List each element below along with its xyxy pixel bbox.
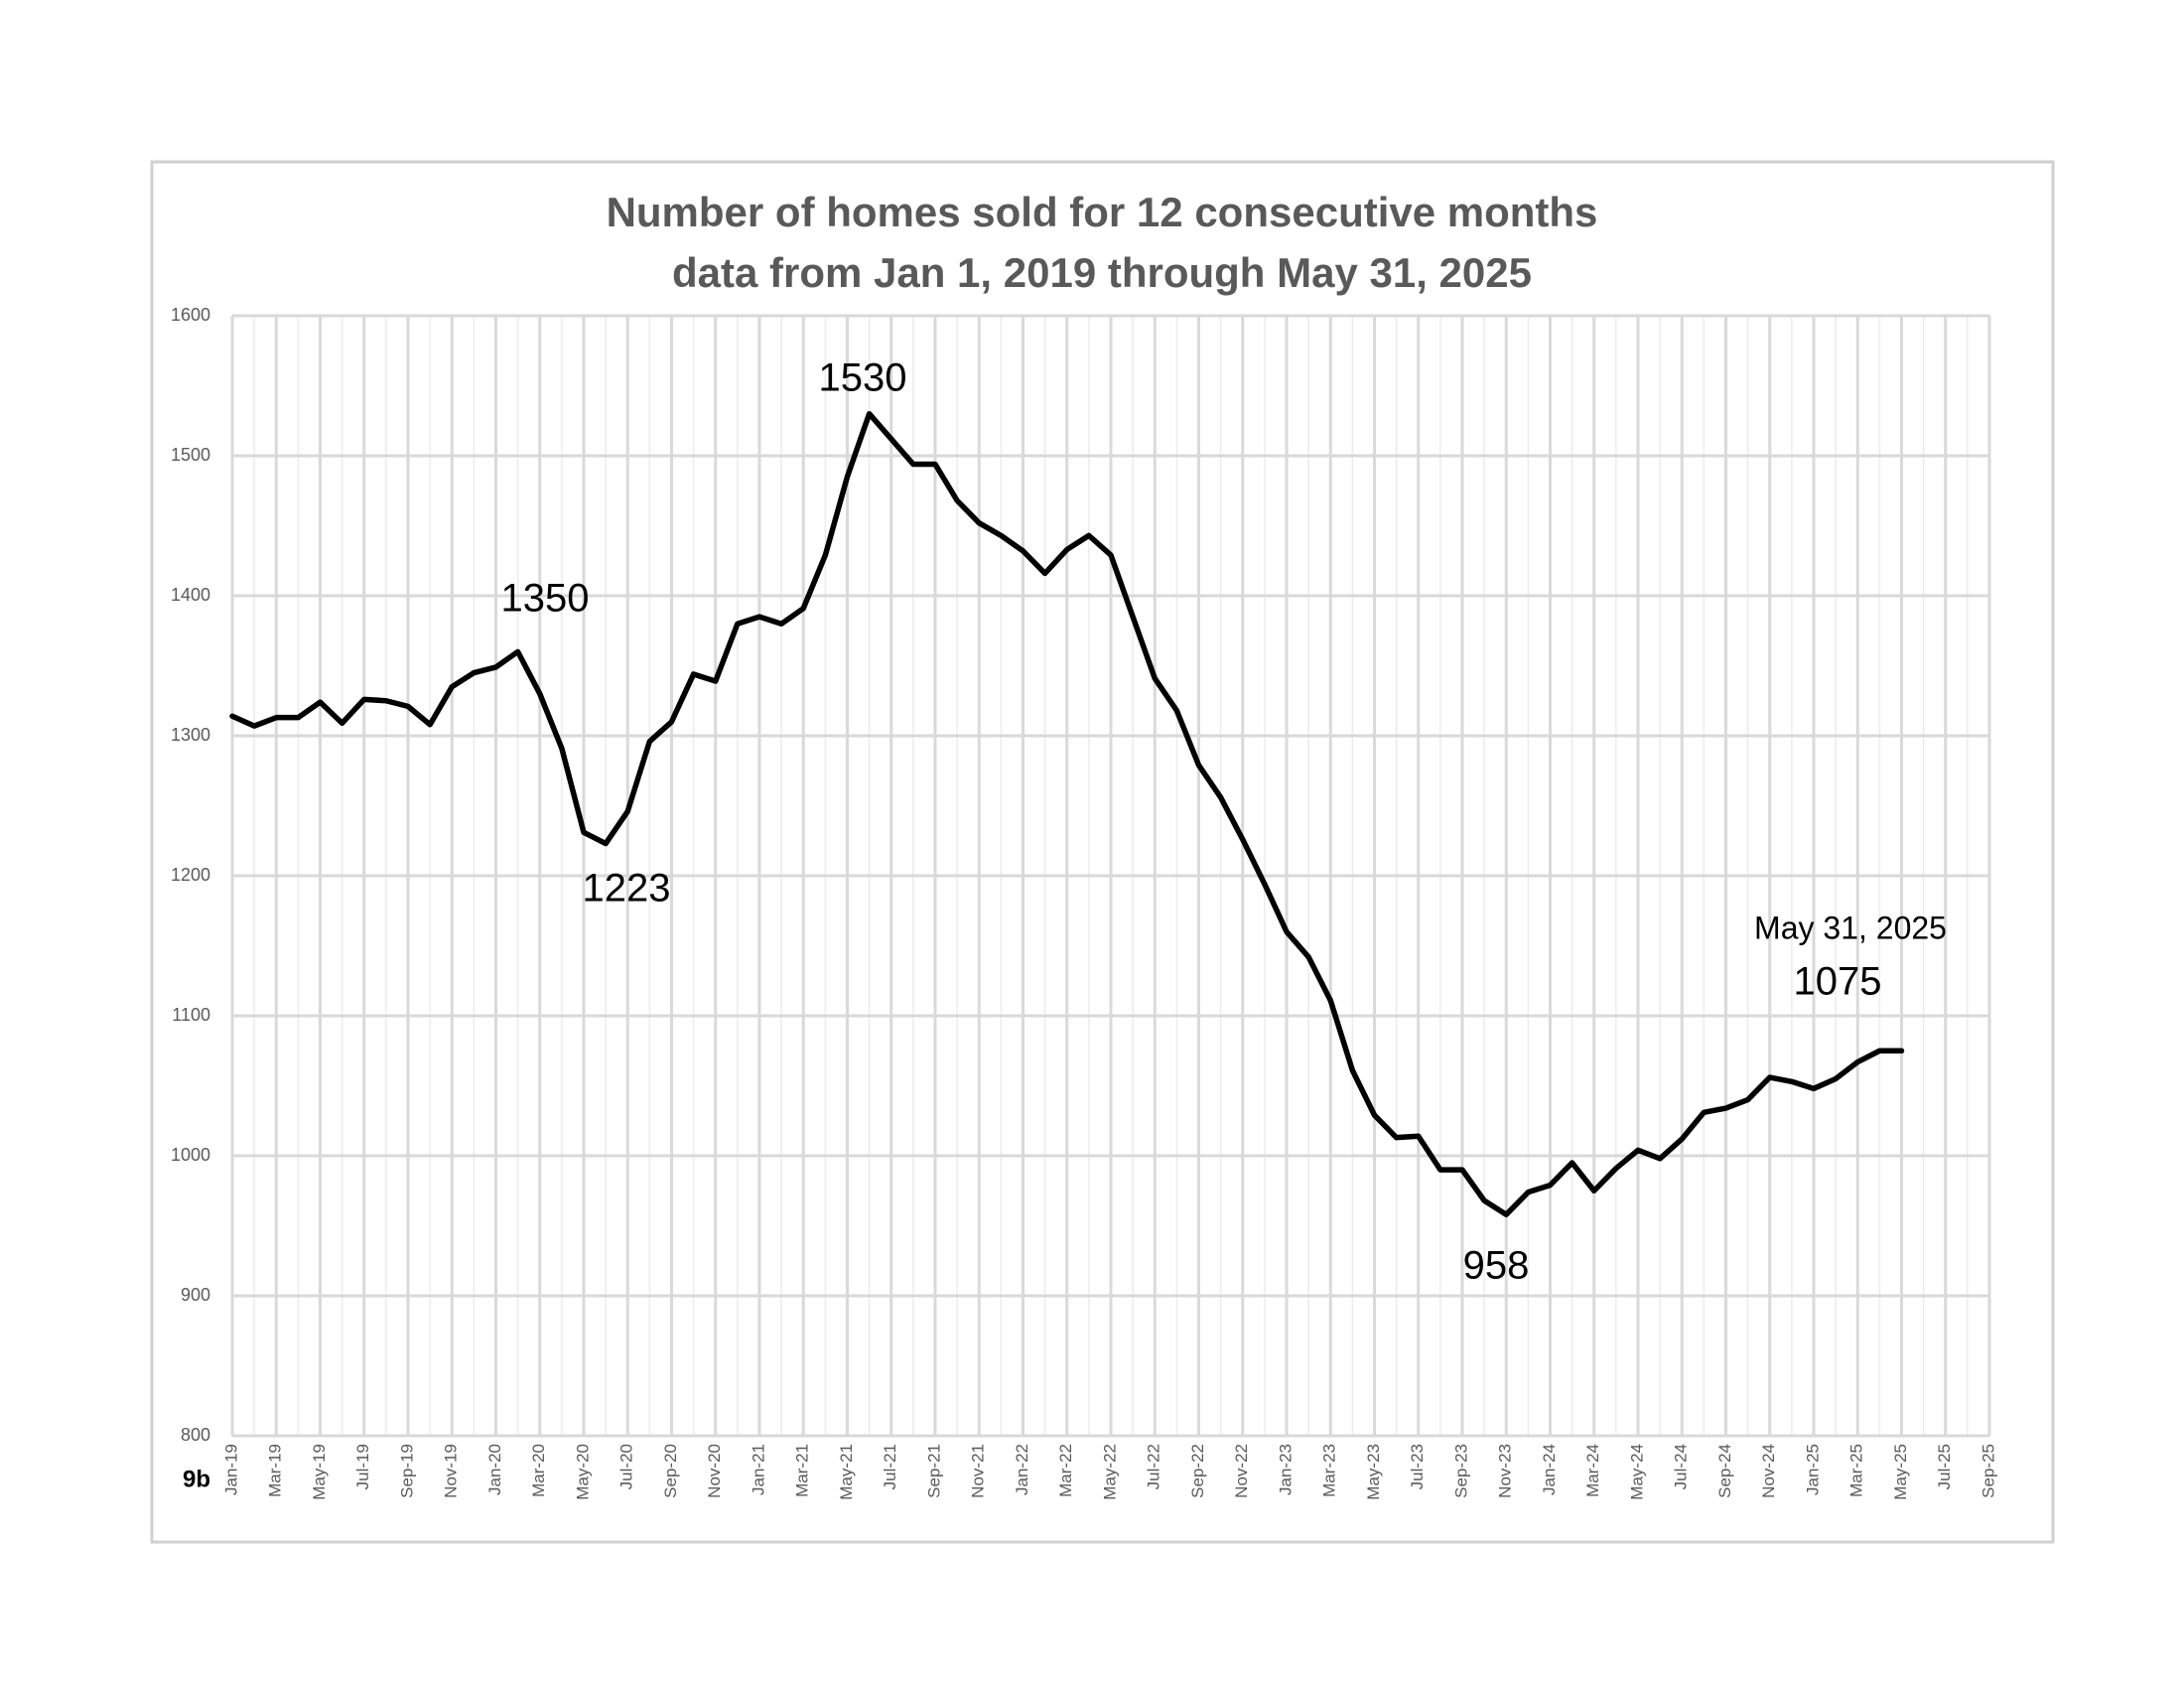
x-tick-label: Jan-19 bbox=[221, 1444, 240, 1495]
x-tick-label: Jan-20 bbox=[485, 1444, 504, 1495]
x-tick-label: Sep-20 bbox=[661, 1444, 680, 1498]
x-tick-label: Jul-25 bbox=[1935, 1444, 1954, 1489]
x-tick-label: Nov-23 bbox=[1496, 1444, 1515, 1498]
y-tick-label: 1100 bbox=[172, 1005, 210, 1025]
y-tick-label: 1300 bbox=[171, 725, 210, 745]
x-tick-label: Nov-21 bbox=[969, 1444, 988, 1498]
x-tick-label: Nov-22 bbox=[1232, 1444, 1251, 1498]
x-tick-label: Jan-24 bbox=[1540, 1444, 1559, 1495]
x-tick-label: Jan-23 bbox=[1276, 1444, 1295, 1495]
x-tick-label: May-25 bbox=[1891, 1444, 1910, 1500]
x-tick-label: Sep-22 bbox=[1188, 1444, 1207, 1498]
x-tick-label: May-24 bbox=[1627, 1444, 1646, 1500]
x-tick-label: Jul-19 bbox=[353, 1444, 372, 1489]
x-tick-label: Jul-23 bbox=[1408, 1444, 1427, 1489]
chart-border bbox=[150, 160, 2055, 1544]
x-tick-label: Sep-23 bbox=[1451, 1444, 1470, 1498]
data-line bbox=[229, 410, 1905, 1217]
annotation: May 31, 2025 bbox=[1754, 910, 1947, 945]
annotation: 1350 bbox=[501, 577, 590, 621]
y-tick-label: 1200 bbox=[171, 865, 210, 885]
x-tick-label: Mar-23 bbox=[1320, 1444, 1339, 1497]
x-tick-label: Jan-21 bbox=[749, 1444, 767, 1495]
x-tick-label: Mar-21 bbox=[793, 1444, 812, 1497]
x-tick-label: Jul-21 bbox=[881, 1444, 899, 1489]
x-tick-label: May-23 bbox=[1364, 1444, 1383, 1500]
y-tick-label: 1400 bbox=[171, 585, 210, 605]
x-tick-label: Sep-19 bbox=[397, 1444, 416, 1498]
x-tick-label: Jul-22 bbox=[1145, 1444, 1163, 1489]
x-tick-label: Mar-24 bbox=[1583, 1444, 1602, 1497]
x-tick-label: Nov-20 bbox=[705, 1444, 724, 1498]
x-tick-label: May-19 bbox=[310, 1444, 329, 1500]
x-tick-label: Jan-22 bbox=[1013, 1444, 1031, 1495]
chart-title: Number of homes sold for 12 consecutive … bbox=[607, 189, 1598, 235]
y-tick-label: 800 bbox=[181, 1425, 210, 1445]
x-tick-label: Nov-24 bbox=[1759, 1444, 1778, 1498]
x-tick-label: Jul-24 bbox=[1672, 1444, 1691, 1489]
annotation: 1223 bbox=[583, 867, 671, 911]
x-tick-label: Nov-19 bbox=[442, 1444, 461, 1498]
chart-subtitle: data from Jan 1, 2019 through May 31, 20… bbox=[672, 249, 1532, 296]
annotation: 1075 bbox=[1794, 960, 1882, 1004]
x-tick-label: May-22 bbox=[1100, 1444, 1119, 1500]
x-tick-label: Mar-20 bbox=[529, 1444, 548, 1497]
x-tick-label: Sep-25 bbox=[1979, 1444, 1997, 1498]
x-tick-label: Jan-25 bbox=[1803, 1444, 1822, 1495]
x-tick-label: Mar-25 bbox=[1847, 1444, 1866, 1497]
annotation: 1530 bbox=[819, 356, 907, 400]
y-tick-label: 1000 bbox=[171, 1145, 210, 1165]
y-tick-label: 1500 bbox=[171, 445, 210, 465]
x-tick-label: Sep-21 bbox=[924, 1444, 943, 1498]
annotation: 958 bbox=[1463, 1244, 1530, 1288]
x-tick-label: Mar-22 bbox=[1056, 1444, 1075, 1497]
x-tick-label: Jul-20 bbox=[617, 1444, 636, 1489]
footnote: 9b bbox=[183, 1466, 210, 1492]
x-tick-label: Sep-24 bbox=[1715, 1444, 1734, 1498]
x-tick-label: May-21 bbox=[837, 1444, 856, 1500]
x-tick-label: Mar-19 bbox=[266, 1444, 285, 1497]
y-tick-label: 900 bbox=[181, 1285, 210, 1305]
y-tick-label: 1600 bbox=[171, 305, 210, 325]
x-tick-label: May-20 bbox=[573, 1444, 592, 1500]
